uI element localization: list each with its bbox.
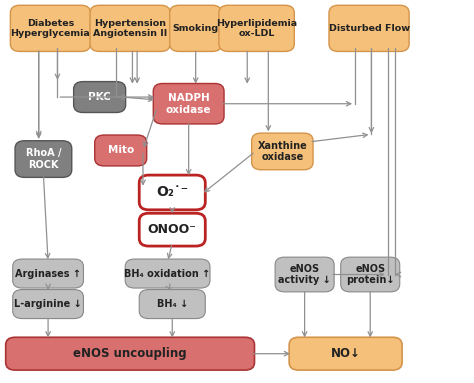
Text: PKC: PKC (88, 92, 111, 102)
FancyBboxPatch shape (139, 175, 205, 210)
Text: L-arginine ↓: L-arginine ↓ (14, 299, 82, 309)
Text: Hypertension
Angiotensin II: Hypertension Angiotensin II (93, 19, 167, 38)
Text: NO↓: NO↓ (331, 347, 361, 360)
FancyBboxPatch shape (153, 83, 224, 124)
FancyBboxPatch shape (341, 257, 400, 292)
Text: Mito: Mito (108, 146, 134, 155)
FancyBboxPatch shape (219, 5, 294, 51)
Text: Arginases ↑: Arginases ↑ (15, 268, 81, 278)
Text: BH₄ ↓: BH₄ ↓ (156, 299, 188, 309)
FancyBboxPatch shape (329, 5, 409, 51)
Text: eNOS
protein↓: eNOS protein↓ (346, 264, 394, 285)
Text: eNOS
activity ↓: eNOS activity ↓ (278, 264, 331, 285)
FancyBboxPatch shape (275, 257, 334, 292)
Text: eNOS uncoupling: eNOS uncoupling (73, 347, 187, 360)
FancyBboxPatch shape (10, 5, 91, 51)
Text: BH₄ oxidation ↑: BH₄ oxidation ↑ (125, 268, 211, 278)
Text: Diabetes
Hyperglycemia: Diabetes Hyperglycemia (10, 19, 91, 38)
FancyBboxPatch shape (170, 5, 222, 51)
Text: O₂˙⁻: O₂˙⁻ (156, 185, 188, 200)
FancyBboxPatch shape (289, 337, 402, 370)
Text: Hyperlipidemia
ox-LDL: Hyperlipidemia ox-LDL (216, 19, 297, 38)
FancyBboxPatch shape (13, 259, 83, 288)
FancyBboxPatch shape (125, 259, 210, 288)
FancyBboxPatch shape (252, 133, 313, 170)
FancyBboxPatch shape (95, 135, 147, 166)
FancyBboxPatch shape (90, 5, 170, 51)
FancyBboxPatch shape (139, 213, 205, 246)
Text: Disturbed Flow: Disturbed Flow (328, 24, 410, 33)
Text: Smoking: Smoking (173, 24, 219, 33)
FancyBboxPatch shape (73, 82, 126, 113)
FancyBboxPatch shape (139, 290, 205, 319)
Text: ONOO⁻: ONOO⁻ (148, 223, 197, 236)
FancyBboxPatch shape (15, 141, 72, 177)
Text: Xanthine
oxidase: Xanthine oxidase (257, 141, 307, 162)
Text: RhoA /
ROCK: RhoA / ROCK (26, 148, 61, 170)
Text: NADPH
oxidase: NADPH oxidase (166, 93, 211, 115)
FancyBboxPatch shape (6, 337, 255, 370)
FancyBboxPatch shape (13, 290, 83, 319)
